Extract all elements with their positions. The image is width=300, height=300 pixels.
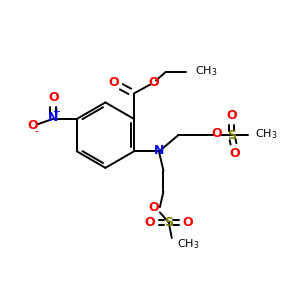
Text: +: + (52, 107, 60, 117)
Text: O: O (109, 76, 119, 89)
Text: O: O (183, 216, 194, 229)
Text: CH$_3$: CH$_3$ (255, 127, 278, 141)
Text: O: O (48, 91, 58, 103)
Text: O: O (226, 109, 237, 122)
Text: S: S (227, 129, 236, 142)
Text: O: O (229, 147, 240, 160)
Text: N: N (48, 111, 58, 124)
Text: O: O (144, 216, 155, 229)
Text: -: - (34, 126, 38, 136)
Text: CH$_3$: CH$_3$ (177, 237, 200, 251)
Text: O: O (148, 201, 159, 214)
Text: S: S (164, 216, 173, 229)
Text: N: N (154, 143, 164, 157)
Text: CH$_3$: CH$_3$ (195, 64, 217, 77)
Text: O: O (148, 76, 159, 89)
Text: O: O (211, 127, 222, 140)
Text: O: O (27, 118, 38, 131)
